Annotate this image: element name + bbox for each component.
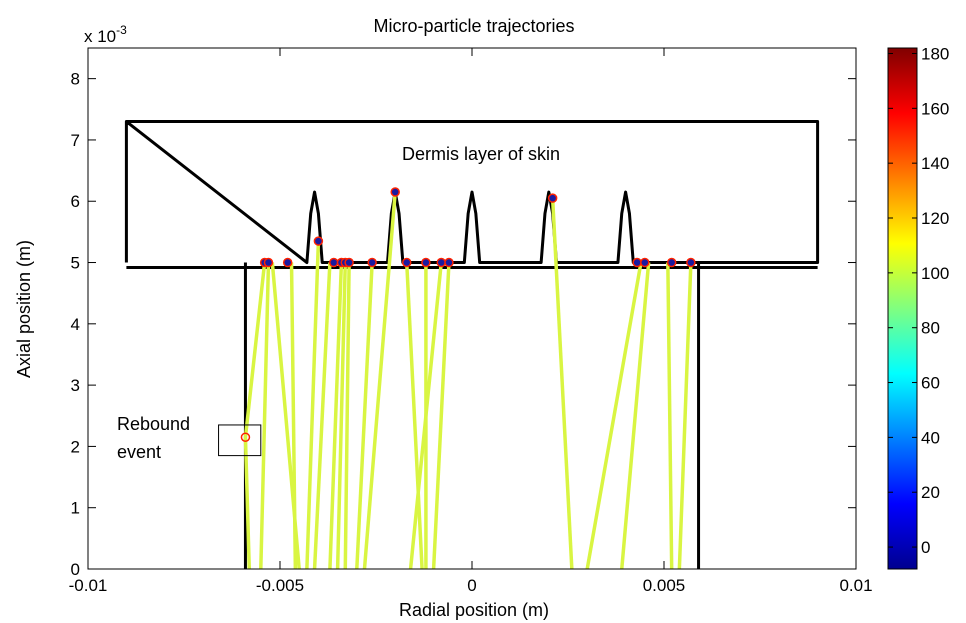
y-tick-label: 1 [71,499,80,518]
particle-trajectory [585,262,643,569]
impact-marker [282,257,293,268]
impact-marker [666,257,677,268]
y-axis-label: Axial position (m) [14,240,34,378]
particle-trajectory [666,262,674,569]
impact-marker [436,257,447,268]
y-tick-label: 2 [71,437,80,456]
x-tick-label: 0.01 [839,576,872,595]
particle-trajectory [259,262,271,569]
y-tick-label: 5 [71,254,80,273]
particle-trajectory [312,262,332,569]
particle-trajectory [431,262,451,569]
particle-trajectory [404,262,424,569]
impact-marker [444,257,454,268]
rebound-marker [240,432,251,442]
colorbar-tick-label: 0 [921,538,930,557]
y-tick-label: 6 [71,192,80,211]
rebound-box [218,424,262,457]
impact-marker [313,236,324,246]
particle-trajectory [343,262,351,569]
particle-trajectory [550,198,574,569]
impact-marker [401,257,412,268]
chart-title: Micro-particle trajectories [373,16,574,36]
rebound-label-line2: event [117,442,161,462]
dermis-label: Dermis layer of skin [402,144,560,164]
particle-trajectory [620,262,651,569]
skin-outline [124,120,820,265]
colorbar-tick-label: 40 [921,428,940,447]
impact-marker [367,257,377,268]
y-tick-label: 3 [71,376,80,395]
impact-marker [329,257,339,268]
impact-marker [632,257,642,268]
particle-trajectory [677,262,693,569]
axis-ticks: -0.01 -0.005 0 0.005 0.01 0 1 2 3 4 5 6 7 8 [69,48,873,595]
plot-content [124,120,820,569]
y-exponent-label: x 10-3 [84,23,127,46]
rebound-label-line1: Rebound [117,414,190,434]
y-tick-label: 7 [71,131,80,150]
impact-marker [640,257,650,268]
colorbar-tick-label: 160 [921,99,949,118]
colorbar-tick-label: 140 [921,154,949,173]
impact-marker [547,193,558,203]
x-tick-label: 0 [467,576,476,595]
colorbar [887,47,918,570]
particle-trajectory [305,241,321,569]
impact-marker [344,257,354,268]
colorbar-tick-label: 100 [921,264,949,283]
particle-trajectory [243,262,267,569]
particle-trajectory [335,262,348,569]
y-tick-label: 0 [71,560,80,579]
particle-trajectory [289,262,298,569]
colorbar-ticks: 0 20 40 60 80 100 120 140 160 180 [888,44,949,557]
y-tick-label: 4 [71,315,80,334]
plot-area [88,48,856,569]
particle-trajectory [408,262,444,569]
particle-trajectory [328,262,344,569]
particle-trajectory [355,262,374,569]
colorbar-tick-label: 20 [921,483,940,502]
colorbar-tick-label: 80 [921,319,940,338]
x-tick-label: 0.005 [643,576,686,595]
colorbar-tick-label: 120 [921,209,949,228]
x-axis-label: Radial position (m) [399,600,549,620]
colorbar-tick-label: 180 [921,44,949,63]
particle-trajectory [362,191,397,569]
impact-marker [421,257,431,268]
impact-marker [263,257,274,268]
impact-marker [686,257,696,268]
x-tick-label: -0.01 [69,576,108,595]
x-tick-label: -0.005 [256,576,304,595]
colorbar-tick-label: 60 [921,374,940,393]
impact-marker [390,187,400,197]
y-tick-label: 8 [71,70,80,89]
